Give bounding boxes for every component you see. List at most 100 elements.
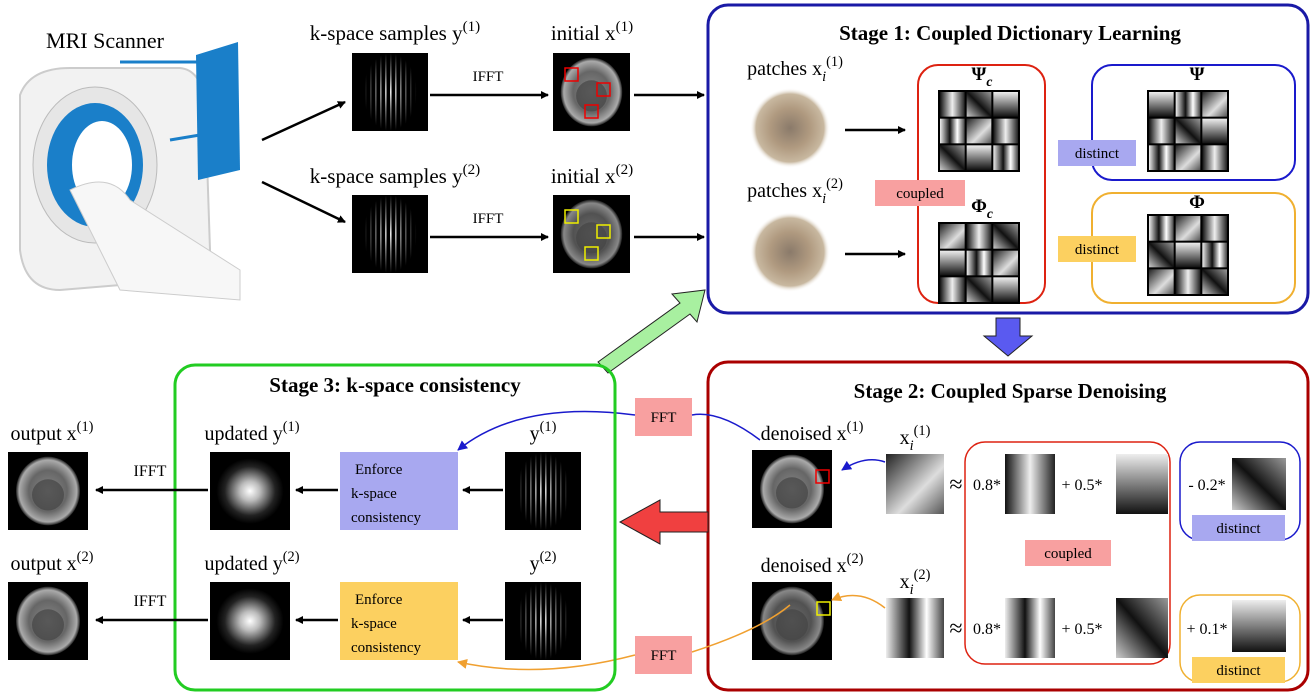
kspace-center — [216, 588, 283, 654]
patch-image — [1005, 454, 1055, 514]
output-label-sup: (2) — [77, 549, 94, 565]
dictionary-atom — [1176, 269, 1201, 294]
approx-symbol: ≈ — [949, 616, 962, 642]
dictionary-atom — [967, 92, 992, 117]
patch-label: xi(2) — [900, 567, 931, 598]
output-label: output x(2) — [11, 549, 94, 575]
patch-label-sub: i — [910, 438, 914, 454]
dictionary-atom — [967, 251, 992, 276]
kspace-label: k-space samples y(2) — [310, 162, 480, 188]
kspace-lines — [516, 452, 569, 530]
ifft-label: IFFT — [134, 593, 167, 610]
patch-label-sup: (2) — [914, 567, 931, 583]
dictionary-atom — [967, 224, 992, 249]
coupled-dictionary-label: Ψc — [972, 64, 993, 89]
denoised-label: denoised x(1) — [761, 419, 864, 445]
dictionary-atom — [940, 224, 965, 249]
dictionary-atom — [967, 119, 992, 144]
dictionary-atom — [1202, 92, 1227, 117]
dictionary-atom — [993, 92, 1018, 117]
kspace-lines — [363, 53, 416, 131]
dictionary-atom — [1202, 119, 1227, 144]
distinct-tag: distinct — [1075, 242, 1120, 258]
distinct-tag: distinct — [1216, 521, 1261, 537]
kspace-lines — [516, 582, 569, 660]
dictionary-atom — [940, 92, 965, 117]
denoised-label-main: denoised x — [761, 423, 847, 445]
initial-label: initial x(2) — [551, 162, 633, 188]
coupled-dictionary-label-sub: c — [986, 74, 992, 89]
dictionary-atom — [993, 145, 1018, 170]
dictionary-atom — [1149, 119, 1174, 144]
flow-arrow-down — [984, 318, 1032, 356]
coupled-dictionary-label-main: Φ — [971, 196, 987, 217]
dictionary-atom — [1202, 269, 1227, 294]
patch-arrow — [832, 596, 885, 609]
patches-label-main: patches x — [747, 58, 822, 80]
brain-inner — [776, 477, 808, 508]
patch-image — [886, 454, 944, 514]
fft-tag: FFT — [651, 410, 677, 426]
coefficient: + 0.1* — [1186, 621, 1227, 638]
output-label-main: output x — [11, 423, 77, 445]
dictionary-atom — [1176, 216, 1201, 241]
brain-inner — [32, 479, 64, 510]
y-label: y(2) — [530, 549, 557, 575]
dictionary-atom — [993, 251, 1018, 276]
ifft-label: IFFT — [473, 69, 504, 85]
fft-tag: FFT — [651, 648, 677, 664]
initial-label-sup: (2) — [616, 162, 634, 178]
dictionary-atom — [1149, 269, 1174, 294]
dictionary-atom — [993, 119, 1018, 144]
y-label-sup: (1) — [540, 419, 557, 435]
dictionary-atom — [1202, 216, 1227, 241]
y-label-main: y — [530, 553, 540, 575]
initial-label-sup: (1) — [616, 19, 634, 35]
kspace-center — [216, 458, 283, 524]
distinct-dictionary-label: Ψ — [1190, 64, 1205, 85]
patch-image — [886, 598, 944, 658]
updated-label: updated y(1) — [204, 419, 299, 445]
brain-inner — [776, 609, 808, 640]
coupled-dictionary-label-sub: c — [987, 206, 993, 221]
coupled-dictionary-label: Φc — [971, 196, 993, 221]
dictionary-atom — [993, 224, 1018, 249]
mri-scanner-drawing — [20, 42, 240, 300]
patches-label: patches xi(2) — [747, 176, 843, 207]
y-label-main: y — [530, 423, 540, 445]
distinct-dictionary-label: Φ — [1189, 192, 1205, 213]
dictionary-atom — [1176, 145, 1201, 170]
output-label-main: output x — [11, 553, 77, 575]
distinct-dictionary-label-main: Ψ — [1190, 64, 1205, 85]
flow-arrow-left — [620, 500, 708, 544]
patch-label: xi(1) — [900, 423, 931, 454]
dictionary-atom — [1202, 243, 1227, 268]
distinct-dictionary-label-main: Φ — [1189, 192, 1205, 213]
kspace-label-sup: (1) — [463, 19, 481, 35]
approx-symbol: ≈ — [949, 472, 962, 498]
y-label: y(1) — [530, 419, 557, 445]
updated-label-sup: (1) — [283, 419, 300, 435]
dictionary-atom — [940, 119, 965, 144]
coefficient: 0.8* — [973, 477, 1001, 494]
updated-label-sup: (2) — [283, 549, 300, 565]
dictionary-atom — [1202, 145, 1227, 170]
patches-label-sup: (2) — [826, 176, 843, 192]
dictionary-atom — [1176, 243, 1201, 268]
patches-label-main: patches x — [747, 180, 822, 202]
coefficient: 0.8* — [973, 621, 1001, 638]
ifft-label: IFFT — [473, 211, 504, 227]
enforce-label: Enforce — [355, 462, 403, 478]
enforce-label: consistency — [351, 640, 421, 656]
kspace-label: k-space samples y(1) — [310, 19, 480, 45]
dictionary-atom — [1176, 119, 1201, 144]
patch-label-main: x — [900, 571, 910, 593]
coefficient: + 0.5* — [1061, 621, 1102, 638]
arrow — [262, 182, 345, 222]
y-label-sup: (2) — [540, 549, 557, 565]
dictionary-atom — [940, 251, 965, 276]
output-label-sup: (1) — [77, 419, 94, 435]
denoised-label-main: denoised x — [761, 555, 847, 577]
patch-image — [1232, 458, 1286, 510]
dictionary-atom — [967, 277, 992, 302]
